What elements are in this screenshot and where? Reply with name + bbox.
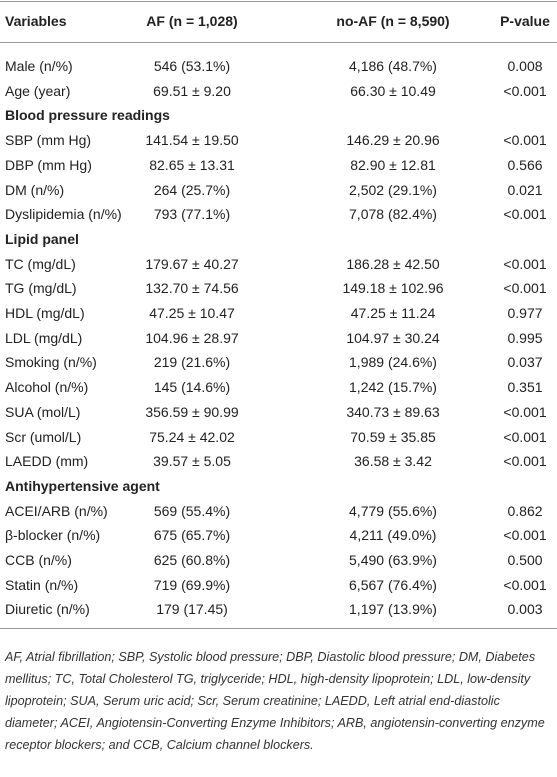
table-cell: <0.001	[503, 206, 547, 223]
table-cell: <0.001	[503, 403, 547, 420]
table-cell: TG (mg/dL)	[5, 280, 77, 297]
section-header: Blood pressure readings	[5, 107, 170, 124]
table-cell: 625 (60.8%)	[153, 552, 231, 568]
table-cell: 0.037	[507, 354, 543, 371]
table-cell: Male (n/%)	[5, 58, 73, 74]
table-cell: 70.59 ± 35.85	[350, 428, 436, 445]
table-cell: 145 (14.6%)	[153, 379, 231, 396]
section-header: Lipid panel	[5, 230, 79, 247]
table-cell: 146.29 ± 20.96	[346, 132, 440, 149]
table-cell: 0.566	[507, 156, 543, 173]
table-cell: 675 (65.7%)	[153, 527, 231, 544]
table-cell: 6,567 (76.4%)	[349, 576, 437, 593]
table-cell: LDL (mg/dL)	[5, 329, 83, 346]
table-cell: 82.65 ± 13.31	[149, 156, 235, 173]
table-cell: Smoking (n/%)	[5, 354, 97, 371]
table-cell: 4,779 (55.6%)	[349, 502, 437, 519]
rule	[0, 42, 557, 43]
table-cell: 1,242 (15.7%)	[349, 379, 437, 396]
table-cell: <0.001	[503, 82, 547, 99]
table-cell: 141.54 ± 19.50	[145, 132, 239, 149]
table-cell: 1,989 (24.6%)	[349, 354, 437, 371]
table-cell: Diuretic (n/%)	[5, 601, 90, 618]
table-cell: 47.25 ± 11.24	[350, 305, 436, 321]
table-cell: 47.25 ± 10.47	[149, 305, 235, 321]
table-cell: <0.001	[503, 527, 547, 544]
table-cell: 5,490 (63.9%)	[349, 552, 437, 568]
table-cell: <0.001	[503, 280, 547, 297]
table-cell: 546 (53.1%)	[153, 58, 231, 74]
table-cell: Age (year)	[5, 82, 71, 99]
table-cell: Dyslipidemia (n/%)	[5, 206, 122, 223]
table-cell: ACEI/ARB (n/%)	[5, 502, 108, 519]
table-cell: <0.001	[503, 453, 547, 470]
column-header: no-AF (n = 8,590)	[336, 13, 450, 29]
rule	[0, 628, 557, 629]
table-cell: CCB (n/%)	[5, 552, 72, 568]
table-cell: 0.003	[507, 601, 543, 618]
table-cell: 0.008	[507, 58, 543, 74]
table-cell: 719 (69.9%)	[153, 576, 231, 593]
table-cell: 4,211 (49.0%)	[349, 527, 437, 544]
table-cell: 0.351	[507, 379, 543, 396]
table-cell: 1,197 (13.9%)	[349, 601, 437, 618]
table-cell: 66.30 ± 10.49	[350, 82, 436, 99]
table-cell: 149.18 ± 102.96	[342, 280, 444, 297]
table-cell: 340.73 ± 89.63	[346, 403, 440, 420]
column-header: AF (n = 1,028)	[146, 13, 238, 29]
table-cell: DM (n/%)	[5, 181, 65, 198]
table-cell: TC (mg/dL)	[5, 255, 76, 272]
table-cell: 0.500	[507, 552, 543, 568]
table-cell: 356.59 ± 90.99	[145, 403, 239, 420]
table-cell: 104.97 ± 30.24	[346, 329, 440, 346]
table-cell: <0.001	[503, 255, 547, 272]
table-cell: 0.977	[507, 305, 543, 321]
footnote: AF, Atrial fibrillation; SBP, Systolic b…	[5, 650, 545, 752]
table-cell: <0.001	[503, 132, 547, 149]
table-cell: SBP (mm Hg)	[5, 132, 92, 149]
table-cell: 264 (25.7%)	[153, 181, 231, 198]
table-cell: HDL (mg/dL)	[5, 305, 85, 321]
table-cell: 179.67 ± 40.27	[145, 255, 239, 272]
rule	[0, 1, 557, 2]
table-cell: 793 (77.1%)	[153, 206, 231, 223]
table-cell: Alcohol (n/%)	[5, 379, 89, 396]
table-cell: 69.51 ± 9.20	[153, 82, 231, 99]
table-cell: 2,502 (29.1%)	[349, 181, 437, 198]
table-cell: 75.24 ± 42.02	[149, 428, 235, 445]
table-cell: DBP (mm Hg)	[5, 156, 92, 173]
table-cell: 36.58 ± 3.42	[354, 453, 432, 470]
table-cell: 0.862	[507, 502, 543, 519]
table-cell: 186.28 ± 42.50	[346, 255, 440, 272]
table-cell: Statin (n/%)	[5, 576, 79, 593]
column-header: P-value	[500, 13, 550, 29]
table-cell: 0.995	[507, 329, 543, 346]
table-cell: 39.57 ± 5.05	[153, 453, 231, 470]
table-cell: Scr (umol/L)	[5, 428, 82, 445]
table-cell: 82.90 ± 12.81	[350, 156, 436, 173]
table-cell: <0.001	[503, 428, 547, 445]
table-cell: <0.001	[503, 576, 547, 593]
column-header: Variables	[5, 13, 67, 29]
table-cell: SUA (mol/L)	[5, 403, 81, 420]
table-cell: 132.70 ± 74.56	[145, 280, 239, 297]
table-cell: 4,186 (48.7%)	[349, 58, 437, 74]
table-cell: 104.96 ± 28.97	[145, 329, 239, 346]
table-cell: LAEDD (mm)	[5, 453, 89, 470]
table-cell: β-blocker (n/%)	[5, 527, 101, 544]
table-cell: 0.021	[507, 181, 543, 198]
table-cell: 219 (21.6%)	[153, 354, 231, 371]
table-cell: 569 (55.4%)	[153, 502, 231, 519]
table-cell: 179 (17.45)	[156, 601, 228, 618]
section-header: Antihypertensive agent	[5, 477, 160, 494]
table-cell: 7,078 (82.4%)	[349, 206, 437, 223]
